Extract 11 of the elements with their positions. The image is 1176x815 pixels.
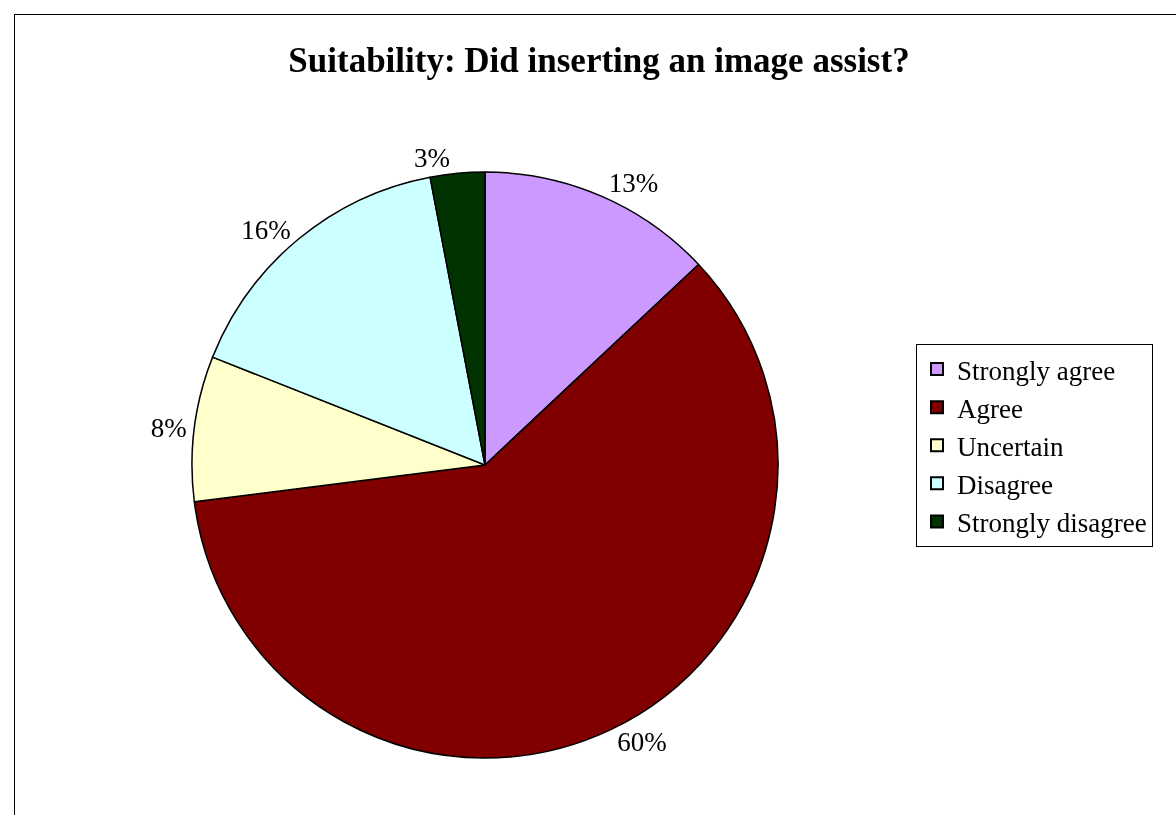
- legend-label: Strongly disagree: [957, 507, 1147, 538]
- legend-label: Agree: [957, 393, 1023, 424]
- legend-label: Strongly agree: [957, 355, 1116, 386]
- data-label: 16%: [241, 215, 291, 246]
- data-label: 3%: [413, 143, 450, 174]
- legend-label: Disagree: [957, 469, 1053, 500]
- chart-title: Suitability: Did inserting an image assist?: [288, 41, 910, 81]
- data-label: 8%: [150, 413, 187, 444]
- legend-label: Uncertain: [957, 431, 1064, 462]
- data-label: 13%: [608, 168, 659, 199]
- data-label: 60%: [617, 727, 667, 758]
